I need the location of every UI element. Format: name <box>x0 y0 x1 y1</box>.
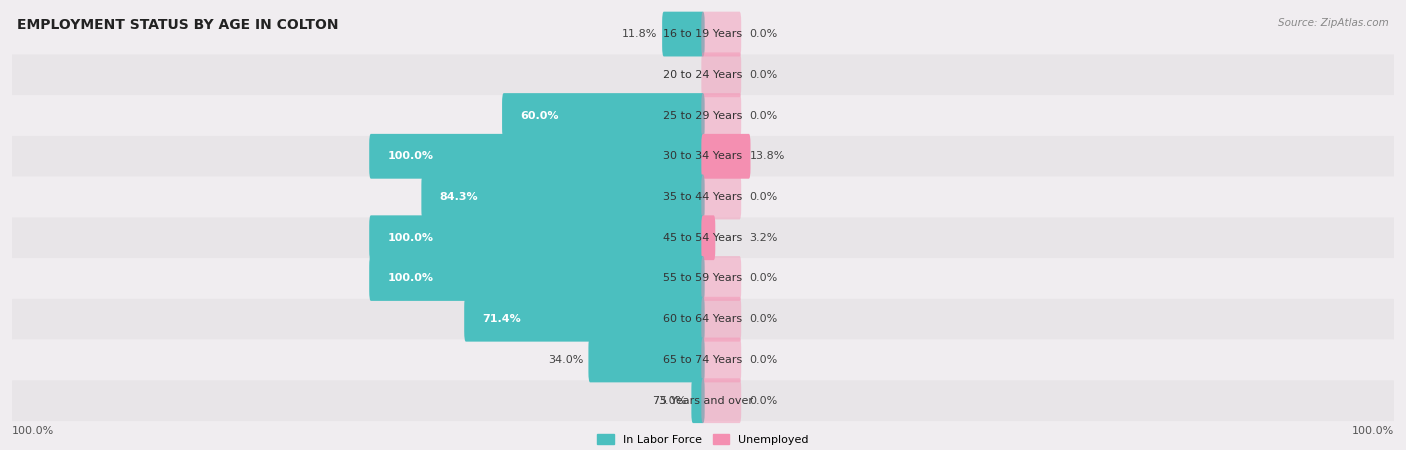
Text: 100.0%: 100.0% <box>388 233 433 243</box>
Legend: In Labor Force, Unemployed: In Labor Force, Unemployed <box>593 429 813 449</box>
Text: 25 to 29 Years: 25 to 29 Years <box>664 111 742 121</box>
Text: EMPLOYMENT STATUS BY AGE IN COLTON: EMPLOYMENT STATUS BY AGE IN COLTON <box>17 18 339 32</box>
Text: 3.2%: 3.2% <box>749 233 778 243</box>
Text: 0.0%: 0.0% <box>749 192 778 202</box>
FancyBboxPatch shape <box>692 378 704 423</box>
Text: 60 to 64 Years: 60 to 64 Years <box>664 314 742 324</box>
Text: 20 to 24 Years: 20 to 24 Years <box>664 70 742 80</box>
FancyBboxPatch shape <box>13 136 1393 177</box>
Text: 0.0%: 0.0% <box>749 355 778 365</box>
FancyBboxPatch shape <box>702 256 741 301</box>
Text: Source: ZipAtlas.com: Source: ZipAtlas.com <box>1278 18 1389 28</box>
FancyBboxPatch shape <box>702 175 741 220</box>
FancyBboxPatch shape <box>13 217 1393 258</box>
Text: 0.0%: 0.0% <box>749 396 778 406</box>
FancyBboxPatch shape <box>13 95 1393 136</box>
Text: 11.8%: 11.8% <box>621 29 657 39</box>
FancyBboxPatch shape <box>13 14 1393 54</box>
FancyBboxPatch shape <box>702 216 716 260</box>
Text: 55 to 59 Years: 55 to 59 Years <box>664 274 742 284</box>
FancyBboxPatch shape <box>422 175 704 220</box>
Text: 13.8%: 13.8% <box>749 151 785 161</box>
FancyBboxPatch shape <box>13 258 1393 299</box>
Text: 16 to 19 Years: 16 to 19 Years <box>664 29 742 39</box>
Text: 100.0%: 100.0% <box>13 426 55 436</box>
Text: 0.0%: 0.0% <box>749 111 778 121</box>
FancyBboxPatch shape <box>13 54 1393 95</box>
Text: 45 to 54 Years: 45 to 54 Years <box>664 233 742 243</box>
FancyBboxPatch shape <box>702 12 741 57</box>
FancyBboxPatch shape <box>662 12 704 57</box>
Text: 0.0%: 0.0% <box>749 70 778 80</box>
Text: 65 to 74 Years: 65 to 74 Years <box>664 355 742 365</box>
Text: 100.0%: 100.0% <box>388 151 433 161</box>
Text: 100.0%: 100.0% <box>388 274 433 284</box>
FancyBboxPatch shape <box>13 177 1393 217</box>
FancyBboxPatch shape <box>13 299 1393 340</box>
Text: 75 Years and over: 75 Years and over <box>652 396 754 406</box>
FancyBboxPatch shape <box>702 52 741 97</box>
FancyBboxPatch shape <box>702 378 741 423</box>
FancyBboxPatch shape <box>13 380 1393 421</box>
Text: 0.0%: 0.0% <box>749 314 778 324</box>
FancyBboxPatch shape <box>702 338 741 382</box>
FancyBboxPatch shape <box>502 93 704 138</box>
FancyBboxPatch shape <box>589 338 704 382</box>
Text: 35 to 44 Years: 35 to 44 Years <box>664 192 742 202</box>
Text: 30 to 34 Years: 30 to 34 Years <box>664 151 742 161</box>
FancyBboxPatch shape <box>370 134 704 179</box>
Text: 0.0%: 0.0% <box>749 274 778 284</box>
Text: 84.3%: 84.3% <box>440 192 478 202</box>
Text: 3.0%: 3.0% <box>658 396 686 406</box>
FancyBboxPatch shape <box>702 297 741 342</box>
FancyBboxPatch shape <box>702 134 751 179</box>
Text: 100.0%: 100.0% <box>1351 426 1393 436</box>
Text: 60.0%: 60.0% <box>520 111 558 121</box>
FancyBboxPatch shape <box>370 256 704 301</box>
FancyBboxPatch shape <box>702 93 741 138</box>
FancyBboxPatch shape <box>13 340 1393 380</box>
Text: 71.4%: 71.4% <box>482 314 522 324</box>
Text: 34.0%: 34.0% <box>548 355 583 365</box>
FancyBboxPatch shape <box>370 216 704 260</box>
Text: 0.0%: 0.0% <box>749 29 778 39</box>
FancyBboxPatch shape <box>464 297 704 342</box>
